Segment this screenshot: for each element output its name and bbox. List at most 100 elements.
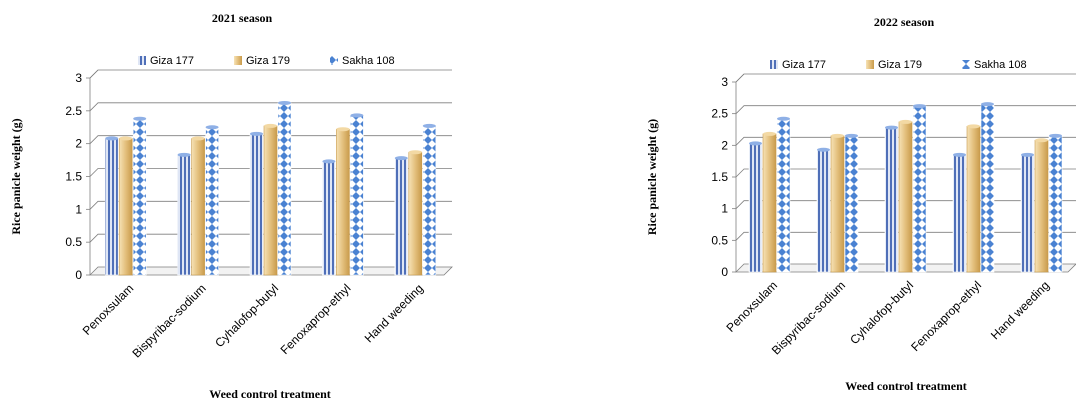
bar-sakha-108	[776, 118, 791, 273]
y-tick-label: 0.5	[65, 235, 82, 249]
legend: Giza 177 Giza 179 Sakha 108	[770, 59, 1027, 71]
legend-label: Giza 179	[246, 55, 290, 67]
y-tick-label: 2	[75, 137, 82, 151]
bar-top	[981, 102, 994, 107]
bar-sakha-108	[844, 135, 859, 273]
bar-top	[817, 147, 830, 152]
y-tick-label: 2.5	[711, 107, 728, 121]
bar-sakha-108	[980, 103, 995, 273]
y-tick-label: 3	[75, 71, 82, 85]
chart-2021: 2021 season Giza 177 Giza 179 Sakha 108 0 0.5…	[0, 0, 538, 404]
bar-sakha-108	[422, 125, 437, 276]
y-tick-label: 0	[75, 268, 82, 282]
chart-2022-svg: 2022 season Giza 177 Giza 179 Sakha 108 0 0.5…	[645, 15, 1076, 393]
bar-top	[350, 113, 364, 118]
bar-giza-179	[191, 138, 205, 276]
x-tick-label: Hand weeding	[362, 281, 426, 345]
bar-top	[105, 136, 119, 141]
bar-top	[1021, 152, 1034, 157]
gridline	[735, 136, 1076, 146]
bar-giza-177	[952, 154, 967, 273]
x-tick-label: Fenoxaprop-ethyl	[278, 281, 354, 357]
bar-top	[763, 131, 776, 136]
x-tick-label: Bispyribac-sodium	[129, 281, 208, 360]
bar-top	[205, 125, 219, 130]
bar-top	[845, 133, 858, 138]
legend-swatch	[138, 56, 146, 65]
y-tick-label: 1	[721, 202, 728, 216]
bar-giza-179	[762, 133, 777, 273]
bar-giza-179	[263, 125, 278, 276]
legend-label: Sakha 108	[974, 59, 1027, 71]
legend-label: Giza 177	[150, 55, 194, 67]
y-tick-label: 1	[75, 202, 82, 216]
bar-sakha-108	[912, 105, 927, 273]
legend-swatch	[330, 56, 338, 65]
x-tick-label: Hand weeding	[988, 278, 1052, 342]
bar-top	[191, 136, 205, 141]
gridline	[89, 102, 452, 112]
gridline	[89, 135, 452, 144]
bar-giza-177	[816, 149, 831, 273]
legend-label: Giza 177	[782, 59, 826, 71]
bar-top	[1035, 138, 1048, 143]
bar-top	[394, 156, 408, 161]
bar-giza-179	[830, 135, 845, 273]
bar-giza-177	[748, 143, 763, 273]
bar-top	[119, 136, 133, 141]
y-tick-label: 0	[721, 265, 728, 279]
gridline	[735, 73, 1076, 83]
bar-giza-177	[104, 138, 119, 276]
y-tick-label: 0.5	[711, 233, 728, 247]
x-tick-label: Penoxsulam	[80, 281, 137, 338]
y-tick-label: 1.5	[711, 170, 728, 184]
bar-top	[885, 125, 898, 130]
legend: Giza 177 Giza 179 Sakha 108	[138, 55, 395, 67]
x-axis-title: Weed control treatment	[209, 387, 331, 401]
bar-sakha-108	[350, 115, 364, 276]
bar-giza-179	[966, 126, 981, 273]
bar-top	[1049, 133, 1062, 138]
y-tick-label: 1.5	[65, 170, 82, 184]
bar-sakha-108	[277, 102, 292, 276]
bar-giza-179	[898, 121, 913, 273]
bar-giza-177	[1020, 154, 1035, 273]
x-tick-label: Fenoxaprop-ethyl	[908, 278, 984, 354]
bar-top	[336, 127, 350, 132]
bar-top	[408, 150, 422, 155]
bar-top	[913, 104, 926, 109]
bar-giza-177	[394, 157, 409, 276]
bar-giza-179	[118, 138, 133, 276]
legend-swatch	[234, 56, 242, 65]
bar-top	[133, 116, 147, 121]
y-axis-title: Rice panicle weight (g)	[645, 119, 659, 235]
chart-title: 2022 season	[874, 15, 935, 29]
bar-top	[322, 159, 336, 164]
bar-giza-177	[249, 133, 264, 276]
bar-sakha-108	[205, 126, 219, 276]
x-tick-label: Cyhalofop-butyl	[847, 278, 916, 347]
bar-top	[278, 100, 291, 105]
bar-giza-179	[408, 151, 423, 276]
legend-swatch	[962, 60, 970, 69]
bar-sakha-108	[132, 118, 147, 276]
legend-swatch	[770, 60, 778, 69]
chart-2021-svg: 2021 season Giza 177 Giza 179 Sakha 108 0 0.5…	[9, 11, 453, 401]
bar-giza-179	[1034, 139, 1049, 273]
bar-top	[777, 116, 790, 121]
x-tick-label: Penoxsulam	[724, 278, 781, 335]
chart-2022: 2022 season Giza 177 Giza 179 Sakha 108 0 0.5…	[538, 0, 1076, 404]
bar-top	[422, 123, 436, 128]
bar-top	[177, 152, 191, 157]
y-axis-title: Rice panicle weight (g)	[9, 118, 23, 234]
bar-top	[749, 141, 762, 146]
chart-title: 2021 season	[212, 11, 273, 25]
gridline	[735, 105, 1076, 114]
x-axis-title: Weed control treatment	[845, 379, 967, 393]
y-tick-label: 2.5	[65, 104, 82, 118]
bar-giza-177	[177, 154, 191, 276]
bar-top	[899, 119, 912, 124]
bar-top	[264, 123, 277, 128]
legend-label: Giza 179	[878, 59, 922, 71]
bar-top	[953, 152, 966, 157]
